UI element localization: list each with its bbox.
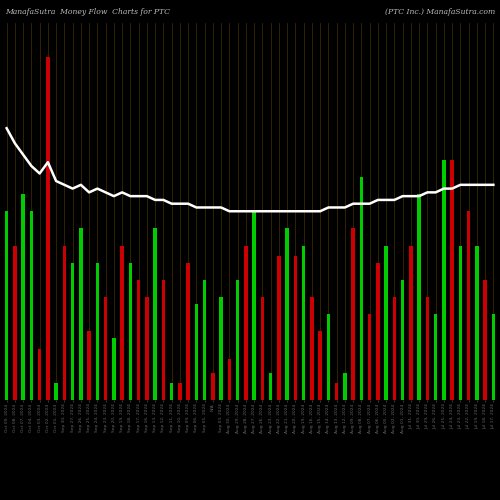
Bar xyxy=(434,314,438,400)
Bar xyxy=(71,262,74,400)
Bar xyxy=(170,383,173,400)
Bar xyxy=(13,246,16,400)
Bar xyxy=(484,280,487,400)
Text: ManafaSutra  Money Flow  Charts for PTC: ManafaSutra Money Flow Charts for PTC xyxy=(5,8,170,16)
Bar xyxy=(492,314,495,400)
Bar xyxy=(46,57,50,400)
Bar xyxy=(368,314,372,400)
Bar xyxy=(360,177,363,400)
Bar xyxy=(409,246,412,400)
Bar xyxy=(277,256,280,400)
Bar xyxy=(418,194,421,400)
Bar xyxy=(220,297,223,400)
Bar xyxy=(128,262,132,400)
Bar xyxy=(211,372,214,400)
Bar xyxy=(145,297,148,400)
Bar xyxy=(62,246,66,400)
Bar xyxy=(228,359,231,400)
Bar xyxy=(38,348,42,400)
Bar xyxy=(352,228,355,400)
Bar xyxy=(260,297,264,400)
Bar xyxy=(392,297,396,400)
Bar xyxy=(475,246,478,400)
Bar xyxy=(467,211,470,400)
Bar xyxy=(302,246,306,400)
Bar xyxy=(54,383,58,400)
Bar xyxy=(194,304,198,400)
Bar xyxy=(5,211,8,400)
Bar xyxy=(401,280,404,400)
Bar xyxy=(335,383,338,400)
Bar xyxy=(442,160,446,400)
Bar xyxy=(310,297,314,400)
Bar xyxy=(22,194,25,400)
Bar xyxy=(236,280,240,400)
Bar xyxy=(120,246,124,400)
Bar xyxy=(426,297,429,400)
Bar xyxy=(286,228,289,400)
Bar xyxy=(318,332,322,400)
Bar xyxy=(104,297,108,400)
Bar xyxy=(112,338,116,400)
Bar xyxy=(96,262,99,400)
Bar xyxy=(458,246,462,400)
Bar xyxy=(203,280,206,400)
Bar xyxy=(79,228,82,400)
Bar xyxy=(88,332,91,400)
Text: (PTC Inc.) ManafaSutra.com: (PTC Inc.) ManafaSutra.com xyxy=(385,8,495,16)
Bar xyxy=(384,246,388,400)
Bar xyxy=(376,262,380,400)
Bar xyxy=(137,280,140,400)
Bar xyxy=(252,211,256,400)
Bar xyxy=(326,314,330,400)
Bar xyxy=(294,256,297,400)
Bar xyxy=(244,246,248,400)
Bar xyxy=(186,262,190,400)
Bar xyxy=(30,211,33,400)
Bar xyxy=(450,160,454,400)
Bar xyxy=(178,383,182,400)
Bar xyxy=(343,372,346,400)
Bar xyxy=(162,280,165,400)
Bar xyxy=(154,228,157,400)
Bar xyxy=(269,372,272,400)
